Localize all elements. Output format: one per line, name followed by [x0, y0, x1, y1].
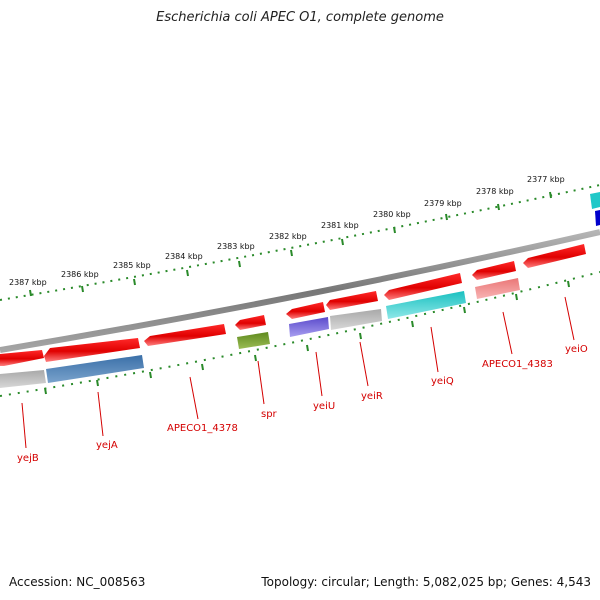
- gene-arrow-yeiQ[interactable]: [384, 273, 462, 300]
- gene-arrow-yeiO[interactable]: [523, 244, 586, 268]
- label-callouts: [21, 296, 575, 449]
- cog-box[interactable]: [237, 332, 270, 349]
- tick-label: 2386 kbp: [61, 270, 99, 279]
- cog-box[interactable]: [386, 291, 466, 319]
- kbp-labels: 2387 kbp 2386 kbp 2385 kbp 2384 kbp 2383…: [9, 175, 565, 287]
- gene-label-yejB: yejB: [17, 453, 39, 464]
- gene-label-yeiR: yeiR: [361, 391, 383, 402]
- cog-box[interactable]: [0, 370, 46, 388]
- gene-label-yeiQ: yeiQ: [431, 376, 454, 387]
- gene-arrow-yejA[interactable]: [44, 338, 140, 362]
- gene-label-APECO1_4383: APECO1_4383: [482, 359, 553, 370]
- cog-box[interactable]: [595, 210, 600, 226]
- gene-label-APECO1_4378: APECO1_4378: [167, 423, 238, 434]
- gene-arrow-APECO1_4378[interactable]: [144, 324, 226, 346]
- gene-arrow-yejB[interactable]: [0, 350, 44, 366]
- cog-box[interactable]: [289, 317, 329, 337]
- gene-label-yeiU: yeiU: [313, 401, 335, 412]
- cog-box[interactable]: [590, 192, 600, 209]
- cog-box[interactable]: [475, 278, 520, 299]
- tick-label: 2379 kbp: [424, 199, 462, 208]
- gene-arrow-yeiR[interactable]: [326, 291, 378, 310]
- gene-arrow-spr[interactable]: [235, 315, 266, 330]
- gene-labels: yejB yejA APECO1_4378 spr yeiU yeiR yeiQ…: [17, 344, 588, 464]
- inner-major-ticks: [44, 280, 570, 395]
- cog-box[interactable]: [46, 355, 144, 383]
- tick-label: 2382 kbp: [269, 232, 307, 241]
- forward-strand-genes: [0, 244, 586, 366]
- gene-arrow-APECO1_4383[interactable]: [472, 261, 516, 280]
- tick-label: 2378 kbp: [476, 187, 514, 196]
- accession-text: Accession: NC_008563: [9, 575, 146, 589]
- tick-label: 2385 kbp: [113, 261, 151, 270]
- tick-label: 2384 kbp: [165, 252, 203, 261]
- outer-tick-ring: [0, 184, 600, 301]
- page-title: Escherichia coli APEC O1, complete genom…: [156, 10, 444, 25]
- cog-box[interactable]: [330, 309, 382, 330]
- gene-label-yejA: yejA: [96, 440, 118, 451]
- tick-label: 2383 kbp: [217, 242, 255, 251]
- tick-label: 2387 kbp: [9, 278, 47, 287]
- tick-label: 2377 kbp: [527, 175, 565, 184]
- cog-category-boxes: [0, 192, 600, 388]
- gene-label-yeiO: yeiO: [565, 344, 588, 355]
- tick-label: 2381 kbp: [321, 221, 359, 230]
- tick-label: 2380 kbp: [373, 210, 411, 219]
- gene-arrow-yeiU[interactable]: [286, 302, 325, 319]
- genome-backbone: [0, 229, 600, 353]
- genome-stats-text: Topology: circular; Length: 5,082,025 bp…: [261, 575, 591, 589]
- outer-major-ticks: [29, 191, 552, 297]
- gene-label-spr: spr: [261, 409, 278, 420]
